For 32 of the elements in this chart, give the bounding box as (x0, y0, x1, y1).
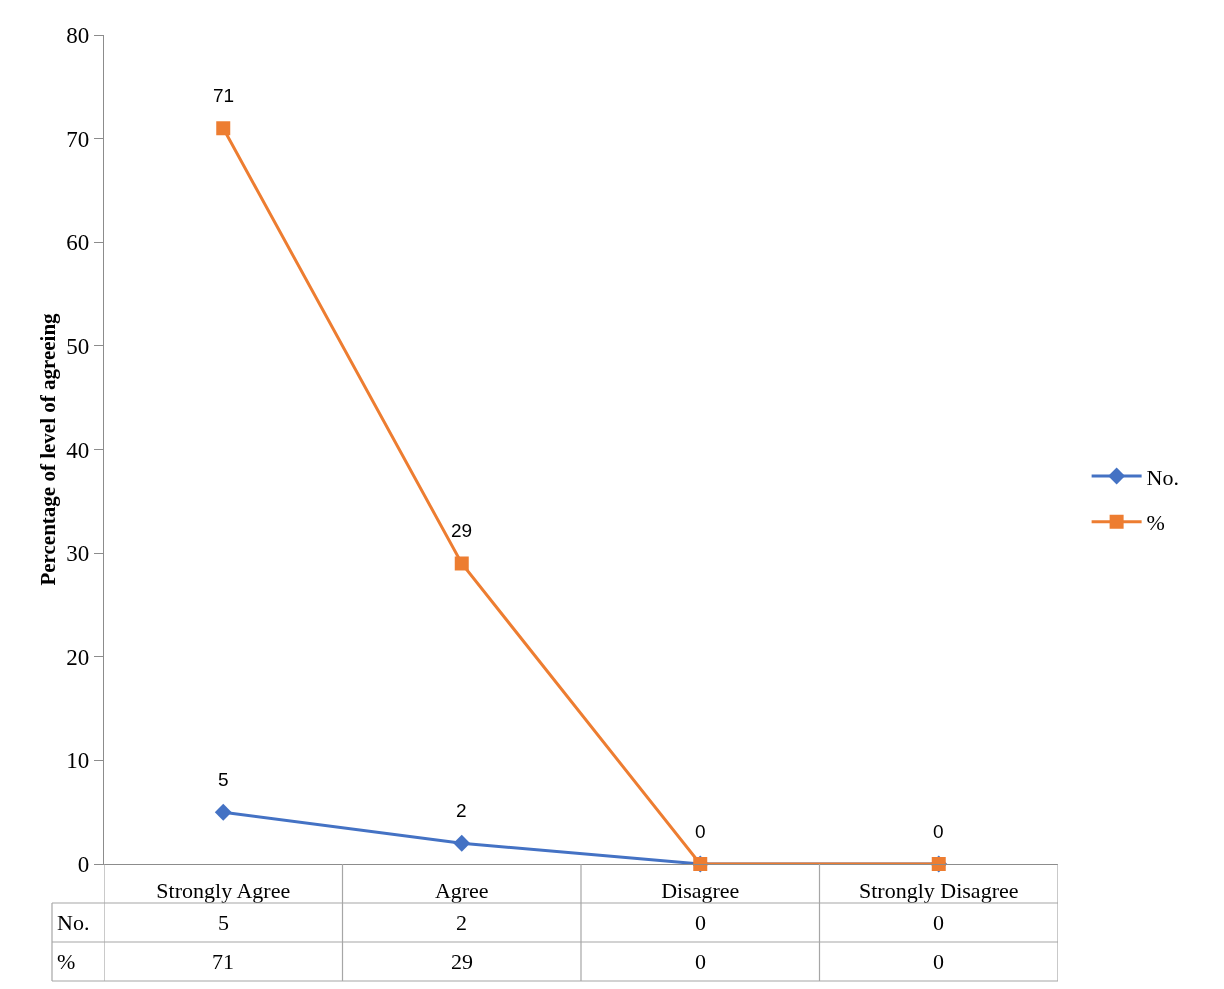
annotation: 0 (695, 821, 706, 842)
data-label: 0 (695, 910, 706, 935)
y-axis-title: Percentage of level of agreeing (36, 312, 61, 586)
data-label: 5 (218, 910, 229, 935)
annotation: 2 (456, 800, 467, 821)
x-tick-label: Strongly Disagree (859, 877, 1019, 903)
data-label: 71 (212, 949, 234, 974)
y-tick-label: 50 (66, 333, 90, 359)
annotation: 71 (213, 85, 235, 106)
y-tick-label: 30 (66, 541, 90, 567)
y-tick-label: 60 (66, 230, 90, 256)
y-tick-label: 10 (66, 748, 90, 774)
data-label: 0 (695, 949, 706, 974)
x-tick-label: Strongly Agree (156, 877, 291, 903)
x-tick-label: Disagree (661, 877, 740, 903)
text: No. (57, 910, 90, 935)
y-tick-label: 40 (66, 437, 90, 463)
data-label: 2 (456, 910, 467, 935)
annotation: 0 (933, 821, 944, 842)
data-label: 0 (933, 949, 944, 974)
annotation: 29 (451, 520, 473, 541)
annotation: 5 (218, 769, 229, 790)
y-tick-label: 20 (66, 644, 90, 670)
y-tick-label: 0 (77, 852, 90, 878)
text: % (57, 949, 76, 974)
legend-label: % (1146, 510, 1165, 536)
data-label: 0 (933, 910, 944, 935)
y-tick-label: 80 (66, 23, 90, 49)
x-tick-label: Agree (434, 877, 489, 903)
legend-label: No. (1146, 464, 1180, 490)
data-label: 29 (451, 949, 473, 974)
y-tick-label: 70 (66, 126, 90, 152)
